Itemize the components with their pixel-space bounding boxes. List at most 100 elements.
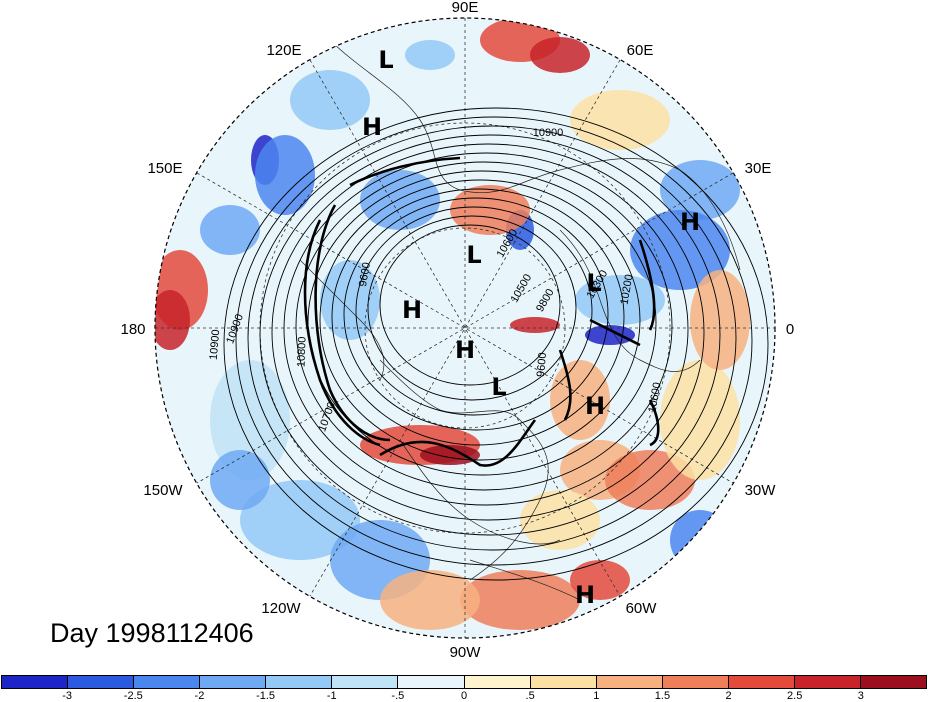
anomaly-patch (690, 270, 750, 370)
anomaly-patch (520, 490, 600, 550)
colorbar-tick-label: -.5 (391, 690, 405, 702)
height-contour-line (283, 152, 689, 506)
height-contour-line (379, 224, 561, 386)
colorbar (1, 675, 927, 689)
lon-label-90w: 90W (450, 644, 482, 661)
colorbar-tick-label: -1.5 (256, 690, 276, 702)
anomaly-patch (210, 360, 290, 480)
colorbar-tick-label: 0 (460, 690, 468, 702)
colorbar-swatch (200, 676, 267, 688)
anomaly-shading (155, 18, 775, 638)
anomaly-patch (405, 40, 455, 70)
colorbar-tick-labels: -3 -2.5 -2 -1.5 -1 -.5 0 .5 1 1.5 2 2.5 3 (0, 690, 928, 702)
colorbar-swatch (134, 676, 201, 688)
contour-label: 10900 (533, 127, 564, 139)
high-center-marker: H (680, 208, 700, 236)
height-contour-line (259, 134, 721, 536)
colorbar-tick-label: 2 (725, 690, 732, 702)
high-center-marker: H (362, 113, 382, 141)
height-contour-line (295, 161, 673, 491)
colorbar-tick-label: -3 (62, 690, 73, 702)
colorbar-tick-label: -2.5 (123, 690, 143, 702)
height-contour-line (271, 143, 705, 521)
colorbar-swatch (2, 676, 69, 688)
lon-label-120w: 120W (261, 600, 301, 617)
anomaly-patch (585, 325, 635, 345)
contour-label: 10800 (295, 336, 308, 367)
colorbar-swatch (398, 676, 465, 688)
anomaly-patch (290, 70, 370, 130)
height-contour-line (343, 197, 609, 431)
colorbar-swatch (332, 676, 399, 688)
longitude-labels: 90E 60E 30E 0 30W 60W 90W 120W 150W 180 … (120, 0, 794, 661)
colorbar-swatch (596, 676, 663, 688)
colorbar-tick-label: 3 (857, 690, 864, 702)
height-contour-line (223, 107, 769, 581)
height-contour-line (367, 215, 577, 401)
low-center-marker: L (378, 46, 393, 74)
anomaly-patch (570, 90, 670, 150)
high-center-marker: H (455, 336, 475, 364)
anomaly-patch (460, 570, 580, 630)
colorbar-swatch (662, 676, 729, 688)
anomaly-patch (320, 260, 380, 340)
lon-label-150w: 150W (143, 482, 183, 499)
anomaly-patch (660, 160, 740, 220)
colorbar-tick-label: .5 (525, 690, 535, 702)
anomaly-patch (360, 170, 440, 230)
contour-label: 10900 (208, 329, 223, 361)
contour-label: 10200 (618, 273, 635, 305)
contour-label: 9600 (535, 352, 549, 377)
lon-label-60e: 60E (627, 42, 654, 59)
height-contour-line (319, 179, 641, 461)
lon-label-30w: 30W (745, 482, 777, 499)
low-center-marker: L (491, 373, 506, 401)
height-contour-line (331, 188, 625, 446)
height-contours (223, 107, 769, 581)
colorbar-tick-label: -2 (194, 690, 205, 702)
map-boundary (154, 17, 776, 639)
colorbar-tick-label: 1.5 (654, 690, 671, 702)
height-contour-line (235, 116, 753, 566)
colorbar-swatch (861, 676, 927, 688)
colorbar-tick-label: -1 (326, 690, 337, 702)
colorbar-swatch (464, 676, 531, 688)
anomaly-patch (255, 135, 315, 215)
lon-label-90e: 90E (452, 0, 479, 16)
lon-label-0: 0 (786, 321, 794, 338)
height-contour-line (355, 206, 593, 416)
lon-label-180: 180 (120, 321, 145, 338)
colorbar-tick-label: 1 (593, 690, 600, 702)
anomaly-patch (155, 290, 190, 350)
colorbar-swatch (728, 676, 795, 688)
anomaly-patch (240, 480, 360, 560)
lon-label-150e: 150E (147, 160, 182, 177)
contour-label: 10600 (646, 381, 663, 413)
lon-label-120e: 120E (266, 42, 301, 59)
colorbar-swatch (794, 676, 862, 688)
pressure-centers: L H H L H L L H H H (362, 46, 700, 609)
anomaly-patch (630, 210, 730, 290)
lon-label-60w: 60W (626, 600, 658, 617)
colorbar-swatch (266, 676, 333, 688)
low-center-marker: L (586, 269, 601, 297)
anomaly-patch (570, 560, 630, 600)
anomaly-patch (380, 570, 480, 630)
contour-label: 9600 (357, 261, 373, 287)
high-center-marker: H (585, 392, 605, 420)
low-center-marker: L (466, 241, 481, 269)
anomaly-patch (575, 275, 665, 325)
jet-contours (303, 156, 660, 467)
anomaly-patch (210, 450, 270, 510)
anomaly-patch (660, 360, 740, 480)
anomaly-patch (510, 317, 560, 333)
colorbar-tick-label: 2.5 (787, 690, 803, 702)
high-center-marker: H (402, 296, 422, 324)
anomaly-patch (530, 37, 590, 73)
day-label: Day 1998112406 (50, 618, 254, 648)
colorbar-swatch (530, 676, 597, 688)
height-contour-line (247, 125, 737, 551)
lon-label-30e: 30E (745, 160, 772, 177)
colorbar-swatch (68, 676, 135, 688)
